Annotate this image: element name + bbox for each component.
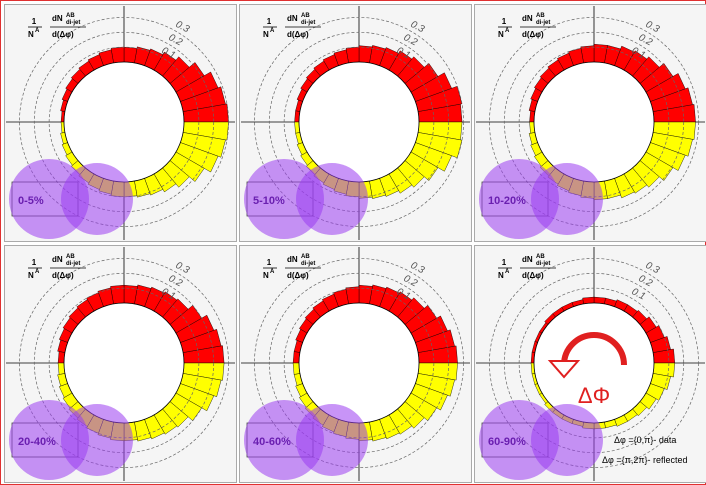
y-label-dn: dN — [287, 14, 298, 23]
centrality-label: 60-90% — [488, 436, 526, 448]
y-label-ab: AB — [301, 254, 310, 260]
grid-ring — [19, 258, 229, 468]
y-label-ab: AB — [536, 254, 545, 260]
y-label-a: A — [505, 28, 510, 34]
y-label-one: 1 — [502, 258, 507, 267]
y-label-dn: dN — [522, 255, 533, 264]
blob — [531, 163, 603, 235]
y-label-a: A — [35, 28, 40, 34]
y-label-dijet: di-jet — [66, 20, 80, 26]
centrality-label: 0-5% — [18, 195, 44, 207]
y-label-one: 1 — [32, 258, 37, 267]
y-label-one: 1 — [267, 17, 272, 26]
annotation: Δφ ={0,π}- data — [614, 435, 676, 445]
inner-circle — [533, 61, 655, 183]
grid-ring — [254, 17, 464, 227]
y-label-dphi: d(Δφ) — [287, 30, 309, 39]
centrality-label: 5-10% — [253, 195, 285, 207]
inner-circle — [63, 302, 185, 424]
y-label-dphi: d(Δφ) — [522, 271, 544, 280]
y-label-n: N — [498, 30, 504, 39]
y-label-dphi: d(Δφ) — [287, 271, 309, 280]
y-label-dphi: d(Δφ) — [522, 30, 544, 39]
y-label-dijet: di-jet — [536, 261, 550, 267]
inner-circle — [298, 61, 420, 183]
y-label-one: 1 — [502, 17, 507, 26]
annotation: ΔΦ — [578, 383, 610, 408]
y-label-a: A — [270, 28, 275, 34]
y-label-n: N — [28, 271, 34, 280]
y-label-n: N — [498, 271, 504, 280]
centrality-label: 10-20% — [488, 195, 526, 207]
y-label-ab: AB — [66, 254, 75, 260]
y-label-dijet: di-jet — [301, 20, 315, 26]
inner-circle — [298, 302, 420, 424]
rotation-arrow — [561, 332, 627, 366]
grid-ring — [19, 17, 229, 227]
blob — [296, 404, 368, 476]
centrality-label: 40-60% — [253, 436, 291, 448]
blob — [61, 163, 133, 235]
centrality-label: 20-40% — [18, 436, 56, 448]
blob — [296, 163, 368, 235]
y-label-dijet: di-jet — [301, 261, 315, 267]
y-label-one: 1 — [32, 17, 37, 26]
grid-ring — [489, 258, 699, 468]
y-label-dn: dN — [522, 14, 533, 23]
y-label-dn: dN — [287, 255, 298, 264]
arrow-head — [547, 360, 581, 379]
y-label-a: A — [505, 269, 510, 275]
inner-circle — [63, 61, 185, 183]
y-label-ab: AB — [301, 13, 310, 19]
y-label-dphi: d(Δφ) — [52, 271, 74, 280]
y-label-ab: AB — [536, 13, 545, 19]
blob — [531, 404, 603, 476]
y-label-dijet: di-jet — [536, 20, 550, 26]
y-label-n: N — [263, 30, 269, 39]
y-label-dn: dN — [52, 14, 63, 23]
y-label-dn: dN — [52, 255, 63, 264]
blob — [61, 404, 133, 476]
grid-ring — [254, 258, 464, 468]
y-label-dijet: di-jet — [66, 261, 80, 267]
annotation: Δφ ={π,2π}- reflected — [602, 455, 688, 465]
y-label-n: N — [28, 30, 34, 39]
grid-ring — [489, 17, 699, 227]
y-label-one: 1 — [267, 258, 272, 267]
y-label-a: A — [270, 269, 275, 275]
y-label-ab: AB — [66, 13, 75, 19]
y-label-dphi: d(Δφ) — [52, 30, 74, 39]
y-label-a: A — [35, 269, 40, 275]
y-label-n: N — [263, 271, 269, 280]
